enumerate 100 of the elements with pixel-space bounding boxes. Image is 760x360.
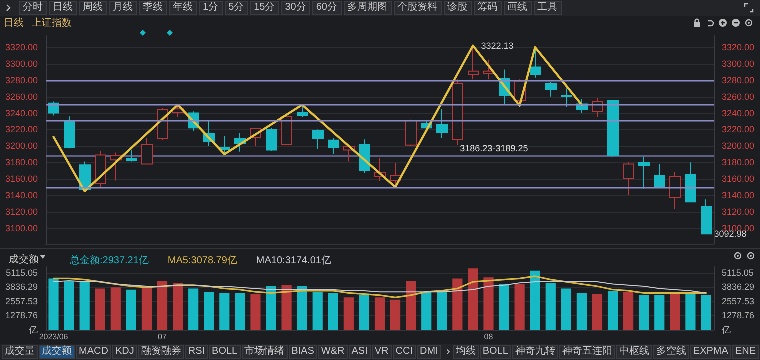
line-series [53,280,707,294]
candlestick [436,108,448,138]
text: EXPMA [690,345,732,359]
bar [64,280,74,330]
text: 工具 [534,1,562,15]
y-tick-label: 3100.00 [5,223,38,234]
text: 神奇五连阳 [559,345,616,359]
bar [576,293,587,330]
text: 周线 [79,1,107,15]
x-tick-label: 07 [158,332,168,342]
candlestick [483,59,494,80]
text: BOLL [480,345,512,359]
y-tick-label: 2557.53 [5,296,38,306]
bar [374,298,386,330]
candlestick [530,48,541,78]
series-label: MA5:3078.79亿 [168,256,238,266]
y-tick-label: 1278.76 [5,310,38,321]
bar [80,282,90,330]
y2-tick-label: 3260.00 [722,92,755,102]
candlestick [405,120,417,147]
bar [639,295,650,330]
bar [173,283,184,330]
candlestick [312,129,324,150]
bar [468,268,478,330]
y2-tick-label: 3220.00 [722,124,755,135]
text: 成交额 [39,345,75,359]
candlestick [452,79,463,146]
text: 市场情绪 [242,345,288,359]
bar [204,292,214,330]
bar [406,280,416,330]
candlestick [623,162,634,196]
text: ASI [348,345,371,359]
text: 分时 [19,1,47,15]
text: 画线 [504,1,532,15]
text: RSI [185,345,208,359]
bar [359,295,370,330]
bar [235,293,246,330]
bar [422,292,432,330]
candlestick [561,88,572,108]
bar [297,286,308,330]
candlestick [219,136,230,155]
y2-tick-label: 亿 [721,325,731,335]
text: W&R [318,345,348,359]
candlestick [64,116,75,150]
text: 月线 [109,1,137,15]
text: 诊股 [444,1,472,15]
y-tick-label: 3180.00 [5,158,38,168]
y2-tick-label: 3120.00 [722,206,755,217]
text: 年线 [169,1,197,15]
x-tick-label: 08 [484,332,494,342]
line-series [52,44,584,192]
y-tick-label: 3240.00 [5,108,38,118]
text: 3322.13 [481,40,514,51]
bar [312,292,323,330]
text: KDJ [112,345,138,359]
bar [126,290,136,330]
bar [344,298,354,330]
band-label: 3186.23-3189.25 [460,144,528,154]
bar [514,284,525,330]
bar [220,293,230,330]
text: 筹码 [474,1,502,15]
bar [608,290,618,330]
y-tick-label: 3140.00 [5,190,38,200]
y-tick-label: 3320.00 [5,42,38,53]
bar [282,285,292,330]
text: 多空线 [653,345,690,359]
bar [452,278,463,330]
candlestick [638,156,650,190]
y2-tick-label: 2557.53 [722,296,755,306]
y-tick-label: 3300.00 [5,58,38,69]
bar [390,300,401,330]
y-tick-label: 亿 [28,325,38,335]
text: BOLL [209,345,241,359]
line-series [52,276,708,298]
bar [157,280,168,330]
candlestick [669,172,681,210]
bar [142,288,152,330]
bar [95,288,106,330]
y-tick-label: 3280.00 [5,75,38,86]
text: 60分 [312,1,342,15]
y2-tick-label: 3240.00 [722,108,755,118]
text: 15分 [250,1,280,15]
text: MA10:3174.01亿 [256,256,332,266]
text: 1分 [199,1,223,15]
y-tick-label: 3200.00 [5,141,38,152]
y2-tick-label: 3280.00 [722,75,755,86]
bar [624,292,634,330]
bar [654,295,665,330]
candlestick [701,199,712,235]
text: VR [372,345,392,359]
text: 季线 [139,1,167,15]
candlestick [607,100,619,158]
bar [530,270,540,330]
y2-tick-label: 1278.76 [722,310,755,321]
y2-tick-label: 3160.00 [722,174,755,184]
text: 中枢线 [616,345,652,359]
candlestick [545,82,557,98]
candlestick [297,106,308,118]
y-tick-label: 3160.00 [5,174,38,184]
bar [437,290,448,330]
